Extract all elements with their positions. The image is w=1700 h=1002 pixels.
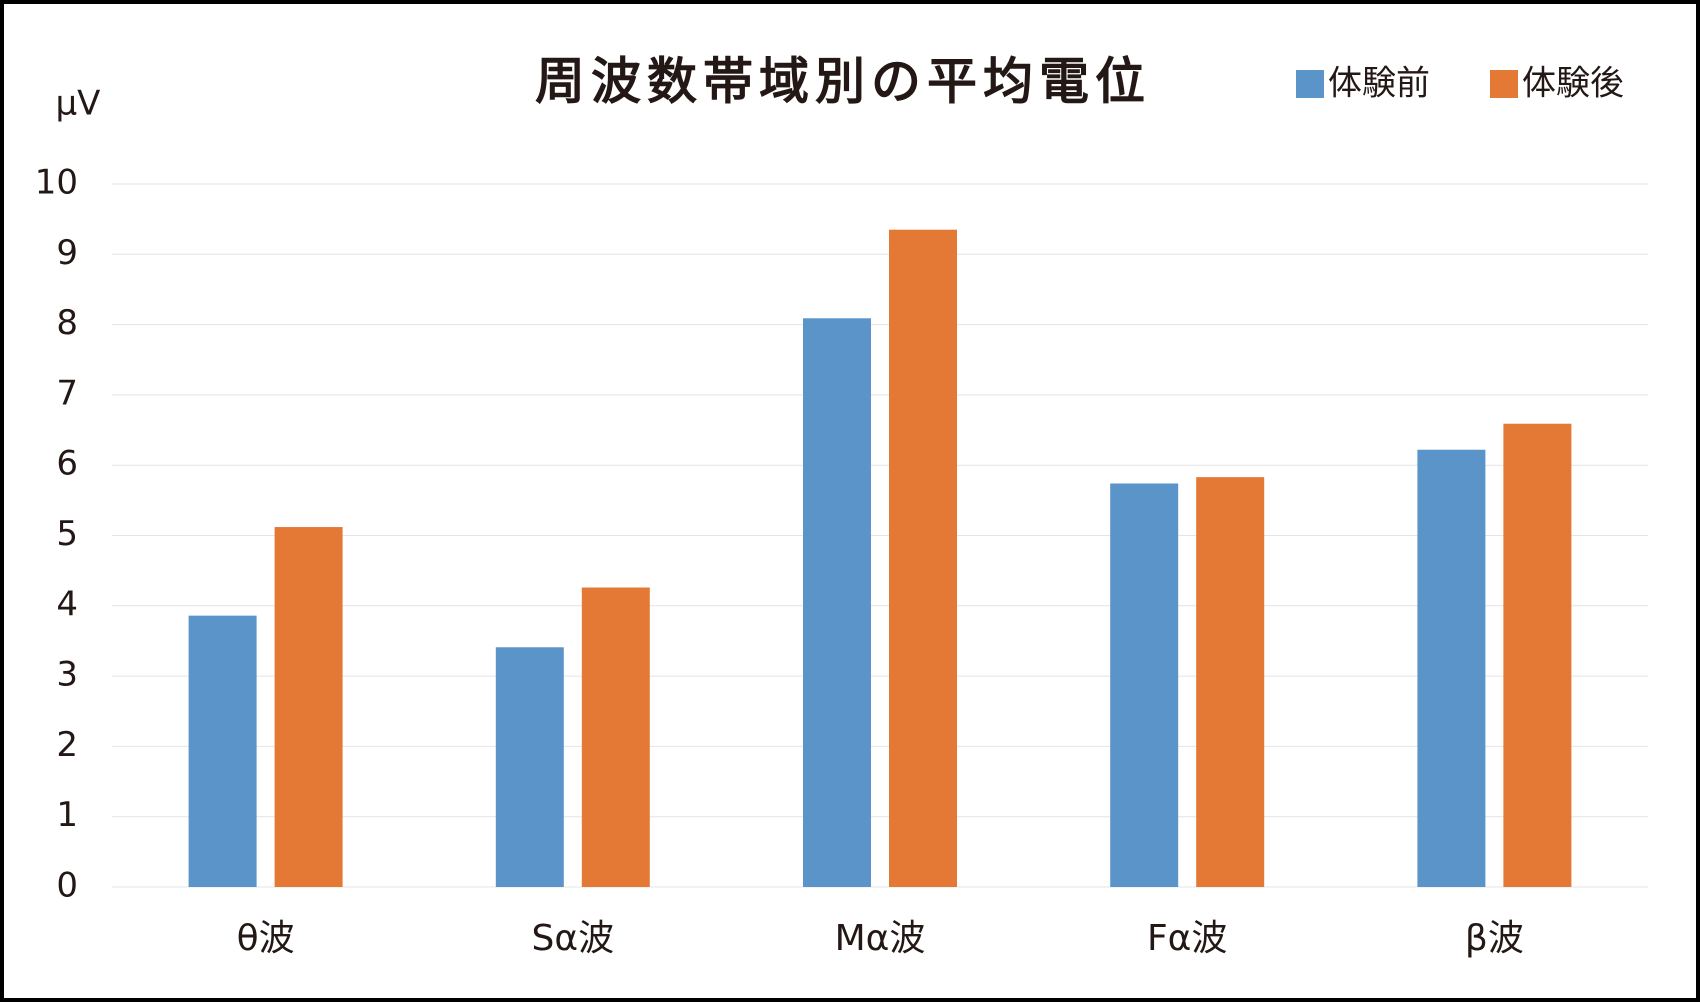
bar [1503,423,1572,887]
bar [495,647,564,887]
chart-title: 周波数帯域別の平均電位 [535,53,1151,111]
legend-swatch [1296,70,1324,98]
legend-label: 体験前 [1328,64,1430,104]
x-tick-label: β波 [1465,918,1524,959]
legend-swatch [1490,70,1518,98]
bar [188,615,257,887]
bar [1417,449,1486,887]
y-tick-label: 6 [56,444,78,484]
y-tick-label: 10 [35,163,78,203]
y-tick-label: 1 [56,795,78,835]
x-tick-label: θ波 [237,918,295,959]
x-tick-label: Mα波 [835,918,926,959]
x-tick-label: Fα波 [1147,918,1227,959]
y-axis-label: μV [56,84,101,124]
y-tick-label: 9 [56,233,78,273]
y-tick-label: 4 [56,584,78,624]
y-tick-label: 3 [56,655,78,695]
bar [274,527,343,887]
y-tick-label: 8 [56,303,78,343]
legend-label: 体験後 [1522,64,1624,104]
bar [1196,477,1265,887]
y-tick-label: 2 [56,725,78,765]
y-tick-label: 5 [56,514,78,554]
bar [803,318,871,887]
y-tick-label: 0 [56,866,78,906]
x-tick-label: Sα波 [532,918,615,959]
bar [581,587,650,887]
bar [1110,483,1179,887]
bar [889,229,957,887]
y-tick-label: 7 [56,373,78,413]
